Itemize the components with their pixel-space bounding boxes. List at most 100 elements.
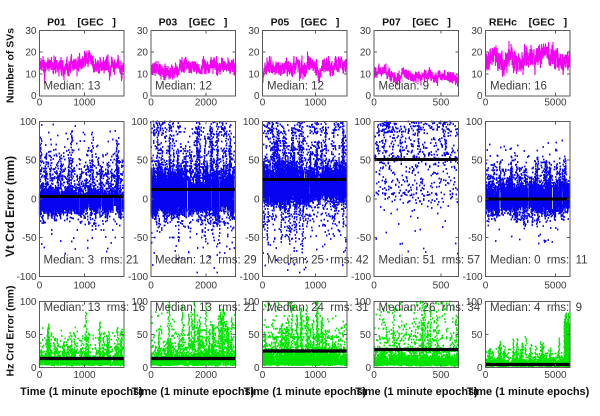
svg-text:50: 50 [137, 330, 149, 341]
svg-text:1000: 1000 [73, 98, 96, 109]
svg-text:0: 0 [260, 98, 266, 109]
svg-text:0: 0 [31, 195, 37, 206]
svg-text:20: 20 [360, 48, 372, 59]
svg-text:100: 100 [131, 117, 148, 128]
svg-text:1000: 1000 [304, 98, 327, 109]
svg-text:10: 10 [471, 70, 483, 81]
svg-text:50: 50 [248, 330, 260, 341]
svg-text:10: 10 [25, 70, 37, 81]
svg-text:100: 100 [466, 297, 483, 308]
svg-text:Median: 26 rms: 34: Median: 26 rms: 34 [379, 302, 481, 314]
svg-text:Median: 12: Median: 12 [155, 81, 212, 93]
svg-text:10: 10 [137, 70, 149, 81]
svg-text:2000: 2000 [195, 98, 218, 109]
svg-text:0: 0 [365, 195, 371, 206]
svg-text:P01 [GEC ]: P01 [GEC ] [47, 17, 116, 29]
svg-text:0: 0 [148, 281, 154, 292]
svg-text:100: 100 [20, 117, 37, 128]
svg-text:30: 30 [360, 26, 372, 37]
svg-text:1000: 1000 [304, 281, 327, 292]
svg-text:5000: 5000 [544, 281, 567, 292]
svg-text:2000: 2000 [195, 281, 218, 292]
svg-text:50: 50 [137, 156, 149, 167]
svg-text:Median: 13: Median: 13 [44, 81, 101, 93]
svg-text:Median: 13 rms: 16: Median: 13 rms: 16 [44, 302, 146, 314]
svg-text:10: 10 [360, 70, 372, 81]
svg-text:1000: 1000 [73, 281, 96, 292]
svg-text:0: 0 [148, 370, 154, 381]
svg-text:20: 20 [25, 48, 37, 59]
svg-text:Number of SVs: Number of SVs [5, 28, 17, 103]
svg-text:Time (1 minute epochs): Time (1 minute epochs) [355, 386, 478, 398]
svg-text:0: 0 [483, 98, 489, 109]
svg-text:Median: 16: Median: 16 [490, 81, 547, 93]
svg-text:20: 20 [471, 48, 483, 59]
svg-text:Median: 12 rms: 29: Median: 12 rms: 29 [155, 255, 257, 267]
svg-text:100: 100 [131, 297, 148, 308]
svg-text:2000: 2000 [195, 370, 218, 381]
svg-text:Median: 4 rms: 9: Median: 4 rms: 9 [490, 302, 582, 314]
svg-text:Median: 25 rms: 42: Median: 25 rms: 42 [267, 255, 369, 267]
svg-text:0: 0 [260, 281, 266, 292]
svg-text:-50: -50 [357, 233, 372, 244]
svg-text:Time (1 minute epochs): Time (1 minute epochs) [244, 386, 367, 398]
svg-text:0: 0 [142, 363, 148, 374]
svg-text:-100: -100 [239, 272, 259, 283]
svg-text:0: 0 [37, 370, 43, 381]
svg-text:Median: 0 rms: 11: Median: 0 rms: 11 [490, 255, 588, 267]
svg-text:-100: -100 [462, 272, 482, 283]
svg-text:500: 500 [433, 281, 450, 292]
svg-text:500: 500 [433, 98, 450, 109]
svg-text:50: 50 [471, 330, 483, 341]
svg-text:0: 0 [477, 363, 483, 374]
svg-text:0: 0 [31, 363, 37, 374]
svg-text:5000: 5000 [544, 98, 567, 109]
svg-text:0: 0 [31, 91, 37, 102]
svg-text:-100: -100 [16, 272, 36, 283]
svg-text:20: 20 [248, 48, 260, 59]
svg-text:Median: 3 rms: 21: Median: 3 rms: 21 [44, 255, 139, 267]
svg-text:Vt Crd Error (mm): Vt Crd Error (mm) [3, 156, 17, 257]
svg-text:50: 50 [248, 156, 260, 167]
svg-text:-50: -50 [245, 233, 260, 244]
svg-text:30: 30 [137, 26, 149, 37]
svg-text:100: 100 [354, 117, 371, 128]
svg-text:100: 100 [466, 117, 483, 128]
svg-text:30: 30 [25, 26, 37, 37]
svg-text:0: 0 [148, 98, 154, 109]
svg-text:P05 [GEC ]: P05 [GEC ] [271, 17, 340, 29]
svg-text:0: 0 [365, 363, 371, 374]
svg-text:0: 0 [142, 195, 148, 206]
svg-text:Median: 9: Median: 9 [379, 81, 430, 93]
svg-text:50: 50 [360, 330, 372, 341]
svg-text:100: 100 [20, 297, 37, 308]
svg-text:REHc [GEC ]: REHc [GEC ] [489, 17, 567, 29]
svg-text:-100: -100 [128, 272, 148, 283]
svg-text:500: 500 [433, 370, 450, 381]
svg-text:Median: 51 rms: 57: Median: 51 rms: 57 [379, 255, 481, 267]
svg-text:20: 20 [137, 48, 149, 59]
svg-text:50: 50 [25, 156, 37, 167]
svg-text:0: 0 [371, 98, 377, 109]
svg-text:10: 10 [248, 70, 260, 81]
svg-text:0: 0 [483, 370, 489, 381]
svg-text:1000: 1000 [73, 370, 96, 381]
svg-text:Median: 13 rms: 21: Median: 13 rms: 21 [155, 302, 257, 314]
svg-text:0: 0 [260, 370, 266, 381]
svg-text:50: 50 [471, 156, 483, 167]
svg-text:-50: -50 [468, 233, 483, 244]
svg-text:100: 100 [354, 297, 371, 308]
svg-text:0: 0 [371, 281, 377, 292]
svg-text:0: 0 [142, 91, 148, 102]
svg-text:30: 30 [471, 26, 483, 37]
svg-text:0: 0 [371, 370, 377, 381]
svg-text:0: 0 [37, 281, 43, 292]
svg-text:0: 0 [254, 363, 260, 374]
svg-text:-50: -50 [134, 233, 149, 244]
svg-text:100: 100 [243, 297, 260, 308]
svg-text:Hz Crd Error (mm): Hz Crd Error (mm) [5, 285, 17, 376]
svg-text:50: 50 [25, 330, 37, 341]
svg-text:5000: 5000 [544, 370, 567, 381]
svg-text:0: 0 [365, 91, 371, 102]
svg-text:50: 50 [360, 156, 372, 167]
